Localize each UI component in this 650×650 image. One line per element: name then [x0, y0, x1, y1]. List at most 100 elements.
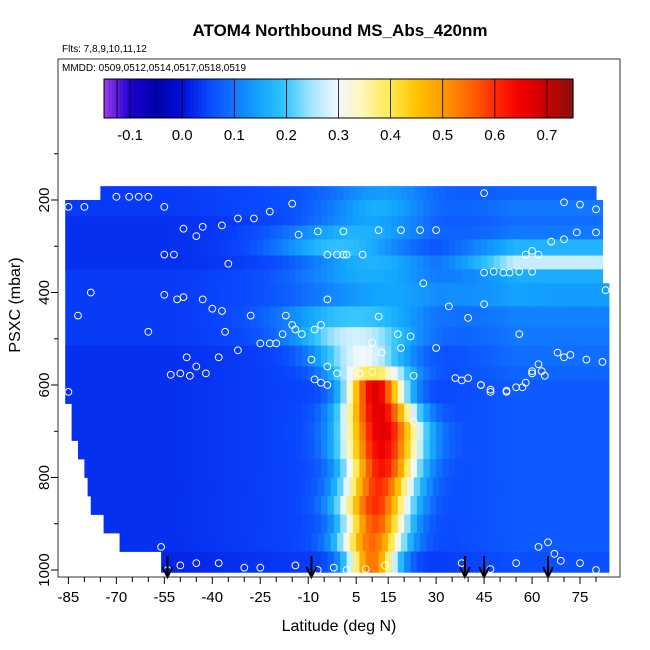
heatmap-cell	[263, 459, 271, 478]
heatmap-cell	[301, 440, 309, 460]
heatmap-cell	[148, 345, 156, 367]
heatmap-cell	[352, 225, 360, 240]
heatmap-cell	[384, 200, 392, 217]
heatmap-cell	[564, 514, 572, 534]
heatmap-cell	[416, 403, 424, 423]
heatmap-cell	[404, 380, 412, 404]
heatmap-cell	[340, 514, 348, 534]
colorbar-segment	[236, 79, 242, 118]
heatmap-cell	[391, 283, 399, 307]
heatmap-cell	[257, 216, 265, 226]
heatmap-cell	[570, 366, 578, 381]
observation-point	[576, 559, 584, 567]
heatmap-cell	[231, 269, 239, 284]
heatmap-cell	[129, 306, 137, 328]
heatmap-cell	[372, 496, 380, 515]
heatmap-cell	[461, 422, 469, 441]
heatmap-cell	[512, 345, 520, 367]
heatmap-cell	[583, 496, 591, 515]
heatmap-cell	[90, 366, 98, 381]
heatmap-cell	[397, 496, 405, 515]
heatmap-cell	[148, 514, 156, 534]
heatmap-cell	[541, 533, 549, 552]
heatmap-cell	[231, 496, 239, 515]
heatmap-cell	[298, 477, 306, 497]
heatmap-cell	[551, 380, 559, 404]
heatmap-cell	[532, 255, 540, 270]
heatmap-cell	[442, 239, 450, 256]
heatmap-cell	[250, 269, 258, 284]
heatmap-cell	[225, 255, 233, 270]
heatmap-cell	[384, 380, 392, 404]
heatmap-cell	[327, 551, 335, 573]
observation-point	[208, 304, 217, 313]
heatmap-cell	[77, 255, 85, 270]
heatmap-cell	[599, 533, 607, 552]
heatmap-cell	[167, 327, 175, 347]
heatmap-cell	[196, 533, 204, 552]
heatmap-cell	[135, 306, 143, 328]
heatmap-cell	[429, 269, 437, 284]
heatmap-cell	[71, 255, 79, 270]
heatmap-cell	[167, 459, 175, 478]
heatmap-cell	[129, 327, 137, 347]
heatmap-cell	[544, 496, 552, 515]
heatmap-cell	[500, 200, 508, 217]
heatmap-cell	[145, 533, 153, 552]
heatmap-cell	[532, 496, 540, 515]
colorbar-segment	[526, 79, 531, 118]
heatmap-cell	[218, 380, 226, 404]
heatmap-cell	[273, 533, 281, 552]
heatmap-cell	[317, 186, 325, 201]
heatmap-cell	[109, 216, 117, 226]
observation-point	[397, 344, 405, 352]
heatmap-cell	[564, 269, 572, 284]
heatmap-cell	[551, 306, 559, 328]
heatmap-cell	[189, 477, 197, 497]
colorbar-segment	[326, 79, 332, 118]
heatmap-cell	[474, 239, 482, 256]
heatmap-cell	[225, 216, 233, 226]
x-tick-label: -70	[106, 589, 128, 606]
heatmap-cell	[596, 459, 604, 478]
heatmap-cell	[557, 380, 565, 404]
heatmap-cell	[135, 255, 143, 270]
colorbar-segment	[244, 79, 250, 118]
heatmap-cell	[605, 477, 610, 497]
observation-point	[592, 228, 600, 237]
heatmap-cell	[103, 459, 111, 478]
heatmap-cell	[65, 200, 73, 217]
heatmap-cell	[452, 186, 460, 201]
heatmap-cell	[103, 380, 111, 404]
heatmap-cell	[77, 283, 85, 307]
heatmap-cell	[324, 533, 332, 552]
heatmap-cell	[404, 551, 412, 573]
heatmap-cell	[525, 306, 533, 328]
heatmap-cell	[461, 269, 469, 284]
colorbar-segment	[381, 79, 386, 118]
heatmap-cell	[532, 422, 540, 441]
heatmap-cell	[84, 366, 92, 381]
heatmap-cell	[173, 283, 181, 307]
heatmap-cell	[391, 459, 399, 478]
heatmap-cell	[564, 459, 572, 478]
heatmap-cell	[378, 269, 386, 284]
heatmap-cell	[298, 533, 306, 552]
heatmap-cell	[519, 239, 527, 256]
heatmap-cell	[135, 496, 143, 515]
heatmap-cell	[282, 225, 290, 240]
heatmap-cell	[436, 283, 444, 307]
heatmap-cell	[193, 496, 201, 515]
heatmap-cell	[103, 496, 111, 515]
heatmap-cell	[583, 366, 591, 381]
heatmap-cell	[180, 216, 188, 226]
heatmap-cell	[135, 345, 143, 367]
heatmap-cell	[384, 514, 392, 534]
heatmap-cell	[538, 403, 546, 423]
heatmap-cell	[557, 496, 565, 515]
heatmap-cell	[135, 216, 143, 226]
heatmap-cell	[346, 269, 354, 284]
heatmap-cell	[97, 440, 105, 460]
